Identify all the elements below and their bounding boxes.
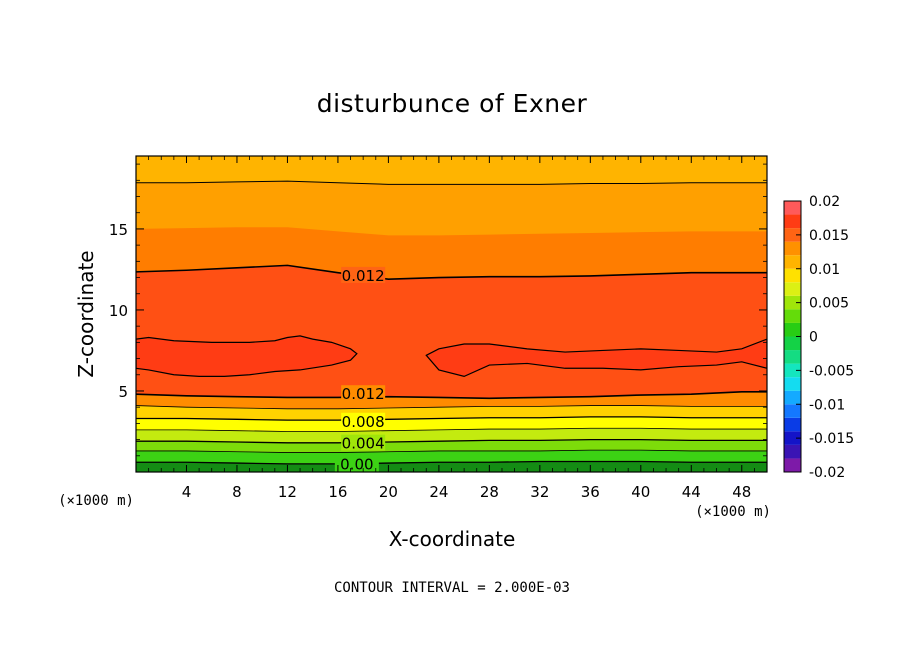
colorbar-segment [784, 201, 801, 215]
contour-lower-0.006 [136, 427, 767, 432]
contour-label: 0.004 [342, 435, 385, 453]
colorbar-segment [784, 282, 801, 296]
contour-upper-0.008 [136, 180, 767, 185]
x-tick-label: 32 [530, 483, 549, 501]
colorbar-segment [784, 417, 801, 432]
colorbar-segment [784, 214, 801, 229]
contour-label-bg [341, 412, 386, 429]
colorbar-segment [784, 255, 801, 269]
colorbar-segment [784, 431, 801, 445]
colorbar-tick-label: 0.01 [809, 262, 840, 278]
contour-field [136, 156, 767, 472]
colorbar-tick-label: -0.02 [809, 465, 845, 481]
colorbar-segment [784, 377, 801, 391]
colorbar-segment [784, 390, 801, 405]
colorbar-tick-label: 0.005 [809, 296, 849, 312]
colorbar-tick-label: -0.015 [809, 431, 854, 447]
y-axis-label: Z-coordinate [74, 250, 98, 377]
contour-lower-0.008 [136, 416, 767, 421]
colorbar-segment [784, 336, 801, 351]
contour-label-bg [341, 434, 386, 451]
y-axis-ticks: 5 10 15 [109, 163, 767, 457]
colorbar-segment [784, 363, 801, 378]
colorbar-segment [784, 295, 801, 310]
colorbar-tick-label: 0.02 [809, 194, 840, 210]
contour-lower-0.004 [136, 438, 767, 444]
x-tick-label: 28 [480, 483, 499, 501]
x-tick-label: 48 [732, 483, 751, 501]
contour-lower-0.010 [136, 405, 767, 410]
x-tick-label: 4 [182, 483, 192, 501]
colorbar-tick-label: 0.015 [809, 228, 849, 244]
contour-label-bg [334, 455, 379, 472]
colorbar-segment [784, 228, 801, 242]
colorbar-segment [784, 350, 801, 364]
x-tick-label: 16 [328, 483, 347, 501]
x-unit-left: (×1000 m) [58, 493, 134, 509]
contour-lower-0.000 [136, 460, 767, 465]
x-unit-right: (×1000 m) [695, 504, 771, 520]
region-0.014-left [136, 335, 358, 377]
contour-lower-0.012 [136, 390, 767, 400]
contour-lines [136, 180, 767, 465]
region-0.014-right [425, 338, 767, 378]
x-axis-label: X-coordinate [389, 527, 516, 551]
contour-label: 0.008 [342, 413, 385, 431]
colorbar-segment [784, 404, 801, 418]
contour-upper-0.012 [136, 264, 767, 280]
contour-label: 0.012 [342, 267, 385, 285]
colorbar-segment [784, 458, 801, 472]
colorbar-segment [784, 322, 801, 337]
contour-label: 0.012 [342, 385, 385, 403]
colorbar-segment [784, 444, 801, 459]
contour-lower-0.002 [136, 449, 767, 453]
contour-labels: 0.012 0.012 0.008 0.004 0.00 [334, 266, 386, 474]
contour-interval-note: CONTOUR INTERVAL = 2.000E-03 [334, 580, 570, 596]
x-tick-label: 36 [581, 483, 600, 501]
x-tick-label: 40 [631, 483, 650, 501]
colorbar-segment [784, 241, 801, 256]
chart-title: disturbunce of Exner [317, 89, 588, 118]
contour-label: 0.00 [340, 456, 373, 474]
colorbar-segment [784, 268, 801, 283]
x-tick-label: 8 [232, 483, 242, 501]
contour-label-bg [341, 266, 386, 283]
colorbar-segment [784, 309, 801, 323]
colorbar-tick-label: 0 [809, 330, 818, 346]
colorbar-tick-label: -0.01 [809, 397, 845, 413]
y-tick-label: 15 [109, 221, 128, 239]
colorbar-tick-label: -0.005 [809, 363, 854, 379]
y-tick-label: 5 [118, 383, 128, 401]
x-tick-label: 44 [682, 483, 701, 501]
x-tick-label: 24 [429, 483, 448, 501]
contour-label-bg [341, 385, 386, 402]
x-axis-ticks: 4 8 12 16 20 24 28 32 36 40 44 48 [148, 156, 755, 501]
x-tick-label: 20 [379, 483, 398, 501]
y-tick-label: 10 [109, 302, 128, 320]
x-tick-label: 12 [278, 483, 297, 501]
colorbar: 0.02 0.015 0.01 0.005 0 -0.005 -0.01 -0.015 -0.0… [783, 194, 854, 481]
